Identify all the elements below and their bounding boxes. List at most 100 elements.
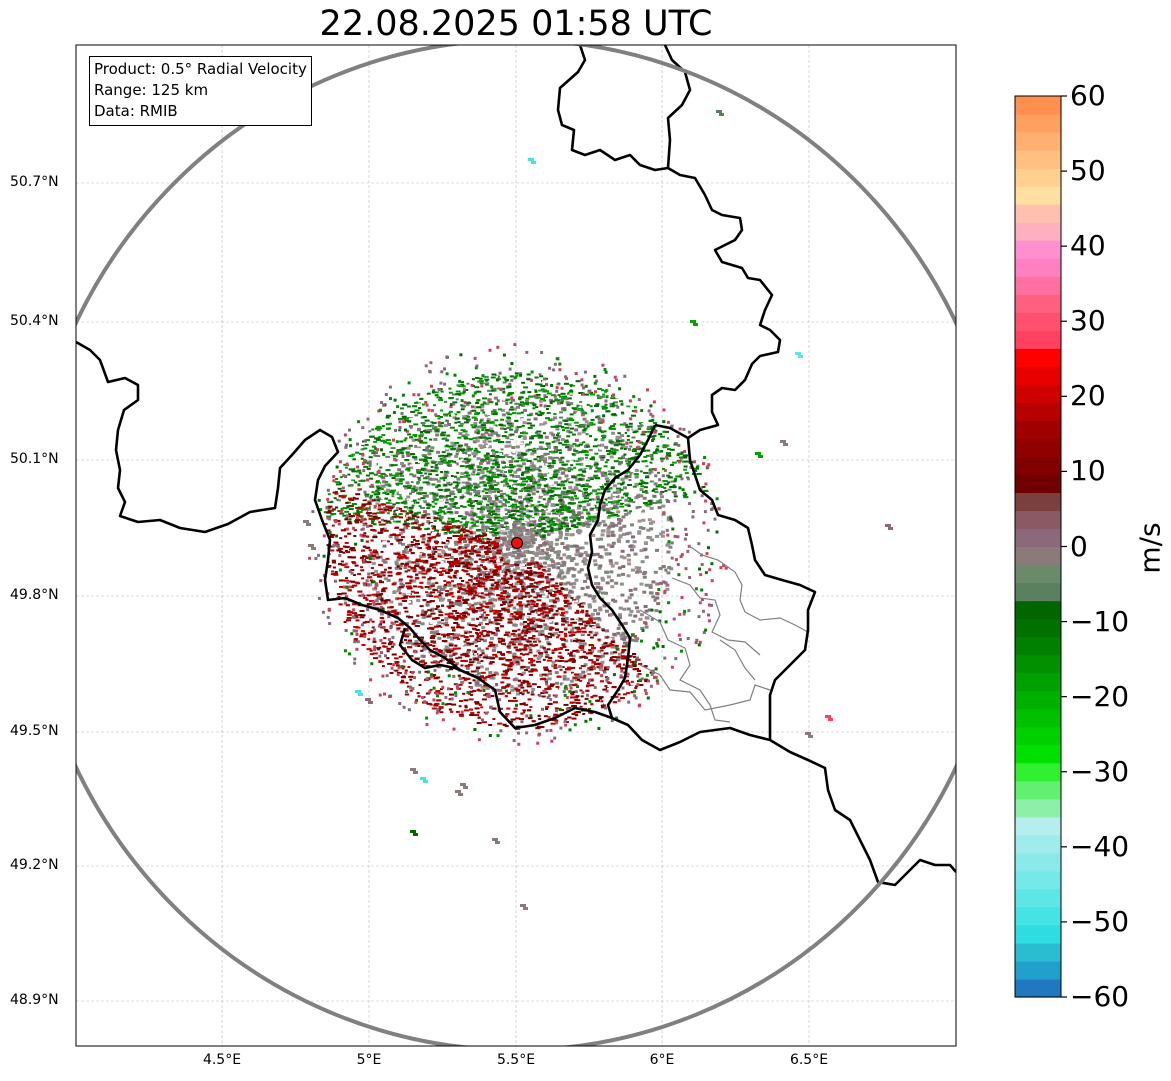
echo-pixel (522, 480, 528, 483)
echo-pixel (473, 602, 478, 606)
echo-pixel (356, 470, 362, 473)
echo-pixel (649, 527, 654, 531)
echo-pixel (492, 524, 496, 527)
echo-pixel (487, 571, 492, 575)
echo-pixel (568, 589, 573, 593)
echo-pixel (453, 496, 457, 498)
echo-pixel (530, 452, 535, 456)
echo-pixel (476, 399, 480, 402)
echo-pixel (434, 478, 438, 481)
echo-pixel (559, 525, 564, 528)
echo-pixel (589, 614, 594, 618)
echo-pixel (480, 471, 485, 475)
echo-pixel (576, 404, 580, 407)
echo-pixel (547, 589, 552, 593)
echo-pixel (515, 429, 519, 432)
echo-pixel (471, 524, 477, 527)
echo-pixel (512, 678, 517, 682)
echo-pixel (564, 587, 569, 591)
echo-pixel (537, 436, 543, 439)
echo-pixel (414, 486, 419, 490)
echo-pixel (538, 427, 543, 430)
echo-pixel (613, 473, 616, 476)
echo-pixel (596, 492, 602, 495)
echo-pixel (458, 432, 463, 436)
echo-pixel (657, 506, 662, 510)
echo-pixel (595, 466, 599, 469)
echo-pixel (437, 590, 442, 594)
echo-pixel (612, 421, 616, 424)
echo-pixel (371, 452, 376, 455)
echo-pixel (627, 497, 632, 499)
echo-pixel (523, 386, 529, 389)
echo-pixel (399, 582, 404, 586)
echo-pixel (525, 545, 530, 549)
echo-pixel (543, 471, 549, 474)
echo-pixel (625, 539, 630, 543)
echo-pixel (550, 547, 555, 551)
echo-pixel (451, 525, 456, 528)
echo-pixel (486, 461, 491, 465)
echo-pixel (574, 444, 579, 447)
echo-pixel (444, 618, 449, 622)
echo-pixel (380, 488, 384, 491)
echo-pixel (576, 530, 580, 533)
echo-pixel (454, 462, 459, 466)
echo-pixel (406, 467, 411, 470)
echo-pixel (352, 453, 355, 456)
echo-pixel (578, 554, 583, 558)
echo-pixel (631, 638, 635, 642)
echo-pixel (381, 439, 386, 442)
echo-pixel (481, 426, 487, 429)
echo-pixel (583, 562, 588, 566)
echo-pixel (612, 632, 617, 636)
echo-pixel (460, 404, 464, 407)
echo-pixel (476, 507, 482, 510)
echo-pixel (526, 483, 531, 487)
echo-pixel (405, 641, 410, 645)
echo-pixel (604, 477, 609, 481)
echo-pixel (465, 474, 470, 477)
echo-pixel (591, 520, 595, 523)
echo-pixel (596, 617, 601, 620)
echo-pixel (568, 501, 572, 504)
echo-pixel (481, 626, 486, 630)
echo-pixel (557, 476, 562, 480)
echo-pixel (474, 413, 480, 416)
echo-pixel (454, 475, 457, 478)
echo-pixel (384, 483, 390, 486)
echo-pixel (606, 602, 611, 606)
echo-pixel (520, 568, 525, 572)
echo-pixel (560, 481, 565, 485)
echo-pixel (581, 430, 586, 434)
echo-pixel (543, 561, 547, 565)
echo-pixel (520, 546, 525, 550)
echo-pixel (526, 445, 531, 448)
echo-pixel (559, 506, 564, 508)
echo-pixel (573, 519, 576, 522)
echo-pixel (575, 549, 580, 553)
echo-pixel (512, 623, 517, 627)
echo-pixel (471, 583, 476, 587)
echo-pixel (490, 475, 495, 478)
echo-pixel (494, 476, 500, 479)
echo-pixel (440, 454, 445, 457)
echo-pixel (551, 394, 557, 397)
echo-pixel (495, 498, 500, 502)
echo-pixel (514, 576, 519, 580)
echo-pixel (525, 470, 529, 473)
echo-pixel (575, 548, 580, 552)
echo-pixel (647, 500, 652, 503)
echo-pixel (536, 546, 541, 550)
echo-pixel (617, 499, 622, 502)
echo-pixel (580, 515, 584, 519)
echo-pixel (516, 512, 520, 515)
echo-pixel (326, 507, 331, 510)
echo-pixel (385, 521, 389, 524)
echo-pixel (593, 559, 598, 563)
echo-pixel (379, 612, 384, 616)
echo-pixel (561, 517, 566, 520)
echo-pixel (439, 457, 443, 460)
echo-pixel (474, 500, 479, 502)
echo-pixel (409, 464, 415, 467)
